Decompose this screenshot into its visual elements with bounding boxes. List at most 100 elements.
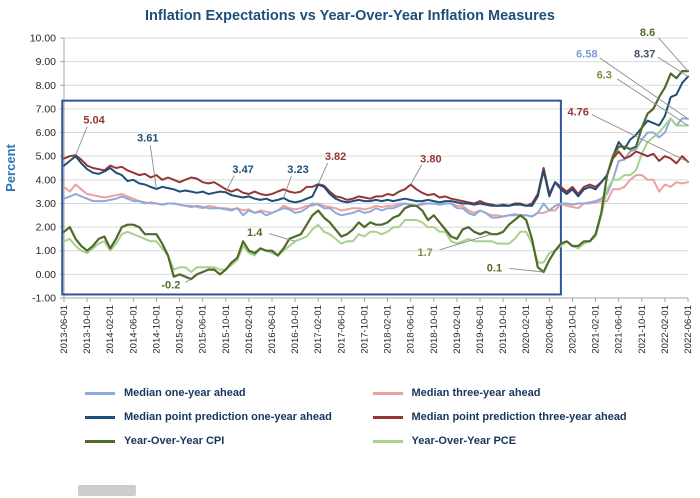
x-tick-label: 2020-06-01 — [544, 305, 555, 354]
x-tick-label: 2017-02-01 — [313, 305, 324, 354]
series-line-cpi — [62, 69, 690, 281]
annotation-label: 1.7 — [417, 247, 432, 259]
x-tick-label: 2019-02-01 — [452, 305, 463, 354]
annotation-leader — [269, 233, 296, 242]
legend-label-m1: Median one-year ahead — [124, 387, 246, 399]
annotation-label: 3.23 — [287, 164, 308, 176]
x-tick-label: 2015-06-01 — [198, 305, 209, 354]
x-tick-label: 2022-02-01 — [660, 305, 671, 354]
annotation-leader — [658, 37, 689, 72]
legend-item-p3[interactable]: Median point prediction three-year ahead — [372, 405, 661, 429]
x-tick-label: 2016-06-01 — [267, 305, 278, 354]
annotation-label: 8.37 — [634, 48, 655, 60]
legend-item-cpi[interactable]: Year-Over-Year CPI — [85, 429, 373, 453]
legend-swatch-m1 — [85, 391, 115, 395]
annotation-leader — [509, 267, 544, 273]
annotation-layer: 5.04 3.61 3.47 3.23 3.82 3.80 1.4 -0.2 1.7 0.1 4.7… — [75, 27, 689, 291]
x-tick-label: 2019-06-01 — [475, 305, 486, 354]
annotation-label: 6.3 — [597, 70, 612, 82]
x-tick-label: 2014-06-01 — [128, 305, 139, 354]
annotation-label: 3.80 — [420, 154, 441, 166]
annotation-label: 3.82 — [325, 151, 346, 163]
chart-title: Inflation Expectations vs Year-Over-Year… — [145, 8, 555, 24]
legend-swatch-p1 — [85, 415, 115, 419]
annotation-label: -0.2 — [161, 279, 180, 291]
chart-legend: Median one-year ahead Median three-year a… — [85, 381, 660, 453]
annotation-leader — [616, 78, 689, 126]
series-layer — [62, 69, 690, 281]
legend-item-p1[interactable]: Median point prediction one-year ahead — [85, 405, 373, 429]
annotation-label: 8.6 — [640, 27, 655, 39]
annotation-label: 3.47 — [232, 164, 253, 176]
y-tick-label: 0.00 — [36, 269, 57, 281]
x-tick-label: 2021-02-01 — [591, 305, 602, 354]
x-tick-label: 2020-10-01 — [567, 305, 578, 354]
y-tick-label: 4.00 — [36, 174, 57, 186]
annotation-leader — [439, 233, 492, 251]
annotation-leader — [317, 162, 329, 185]
x-tick-label: 2013-06-01 — [59, 305, 70, 354]
annotation-leader — [410, 164, 423, 185]
annotation-leader — [75, 126, 88, 156]
axis-layer: 10.00 9.00 8.00 7.00 6.00 5.00 4.00 3.00 2.00 1.0… — [30, 33, 694, 354]
x-tick-label: 2016-02-01 — [244, 305, 255, 354]
x-tick-label: 2021-06-01 — [614, 305, 625, 354]
series-line-p1 — [63, 75, 689, 207]
annotation-leader — [591, 114, 689, 163]
legend-label-cpi: Year-Over-Year CPI — [124, 435, 225, 447]
highlight-box-layer — [61, 99, 562, 296]
legend-item-m3[interactable]: Median three-year ahead — [372, 381, 661, 405]
legend-swatch-cpi — [85, 439, 115, 443]
annotation-label: 6.58 — [576, 48, 597, 60]
y-tick-label: 5.00 — [36, 151, 57, 163]
legend-label-m3: Median three-year ahead — [411, 387, 541, 399]
y-axis-title: Percent — [3, 143, 18, 191]
legend-label-p1: Median point prediction one-year ahead — [124, 411, 332, 423]
legend-swatch-p3 — [372, 415, 403, 419]
window-fragment — [78, 485, 136, 496]
legend-swatch-pce — [372, 439, 403, 443]
x-tick-label: 2016-10-01 — [290, 305, 301, 354]
x-tick-label: 2015-10-01 — [221, 305, 232, 354]
annotation-leader — [225, 175, 235, 193]
x-tick-label: 2021-10-01 — [637, 305, 648, 354]
y-tick-label: 8.00 — [36, 80, 57, 92]
y-tick-label: 9.00 — [36, 56, 57, 68]
y-tick-label: 3.00 — [36, 198, 57, 210]
legend-item-m1[interactable]: Median one-year ahead — [85, 381, 373, 405]
x-tick-label: 2018-10-01 — [429, 305, 440, 354]
x-tick-label: 2017-10-01 — [359, 305, 370, 354]
grid-layer — [64, 37, 688, 299]
x-tick-label: 2022-06-01 — [683, 305, 694, 354]
series-line-m1 — [63, 117, 689, 219]
annotation-label: 3.61 — [137, 132, 158, 144]
highlight-box — [61, 99, 562, 296]
series-line-p3 — [63, 150, 689, 207]
chart-canvas[interactable]: 10.00 9.00 8.00 7.00 6.00 5.00 4.00 3.00 2.00 1.0… — [0, 24, 700, 372]
legend-label-p3: Median point prediction three-year ahead — [411, 411, 627, 423]
x-tick-label: 2014-02-01 — [105, 305, 116, 354]
annotation-leader — [657, 56, 689, 77]
x-tick-label: 2018-02-01 — [383, 305, 394, 354]
annotation-label: 4.76 — [568, 106, 589, 118]
annotation-label: 1.4 — [247, 227, 263, 239]
y-tick-label: 7.00 — [36, 103, 57, 115]
x-tick-label: 2015-02-01 — [175, 305, 186, 354]
y-tick-label: 1.00 — [36, 245, 57, 257]
legend-label-pce: Year-Over-Year PCE — [411, 435, 517, 447]
y-tick-label: 10.00 — [30, 33, 56, 45]
x-tick-label: 2018-06-01 — [406, 305, 417, 354]
y-tick-label: 6.00 — [36, 127, 57, 139]
annotation-leader — [149, 145, 157, 190]
legend-item-pce[interactable]: Year-Over-Year PCE — [372, 429, 661, 453]
annotation-leader — [185, 278, 192, 283]
y-tick-label: -1.00 — [32, 293, 56, 305]
annotation-label: 5.04 — [83, 115, 105, 127]
x-tick-label: 2013-10-01 — [82, 305, 93, 354]
y-tick-label: 2.00 — [36, 222, 57, 234]
annotation-leader — [283, 176, 292, 199]
legend-swatch-m3 — [372, 391, 403, 395]
x-tick-label: 2019-10-01 — [498, 305, 509, 354]
x-tick-label: 2017-06-01 — [336, 305, 347, 354]
annotation-leader — [599, 57, 689, 120]
